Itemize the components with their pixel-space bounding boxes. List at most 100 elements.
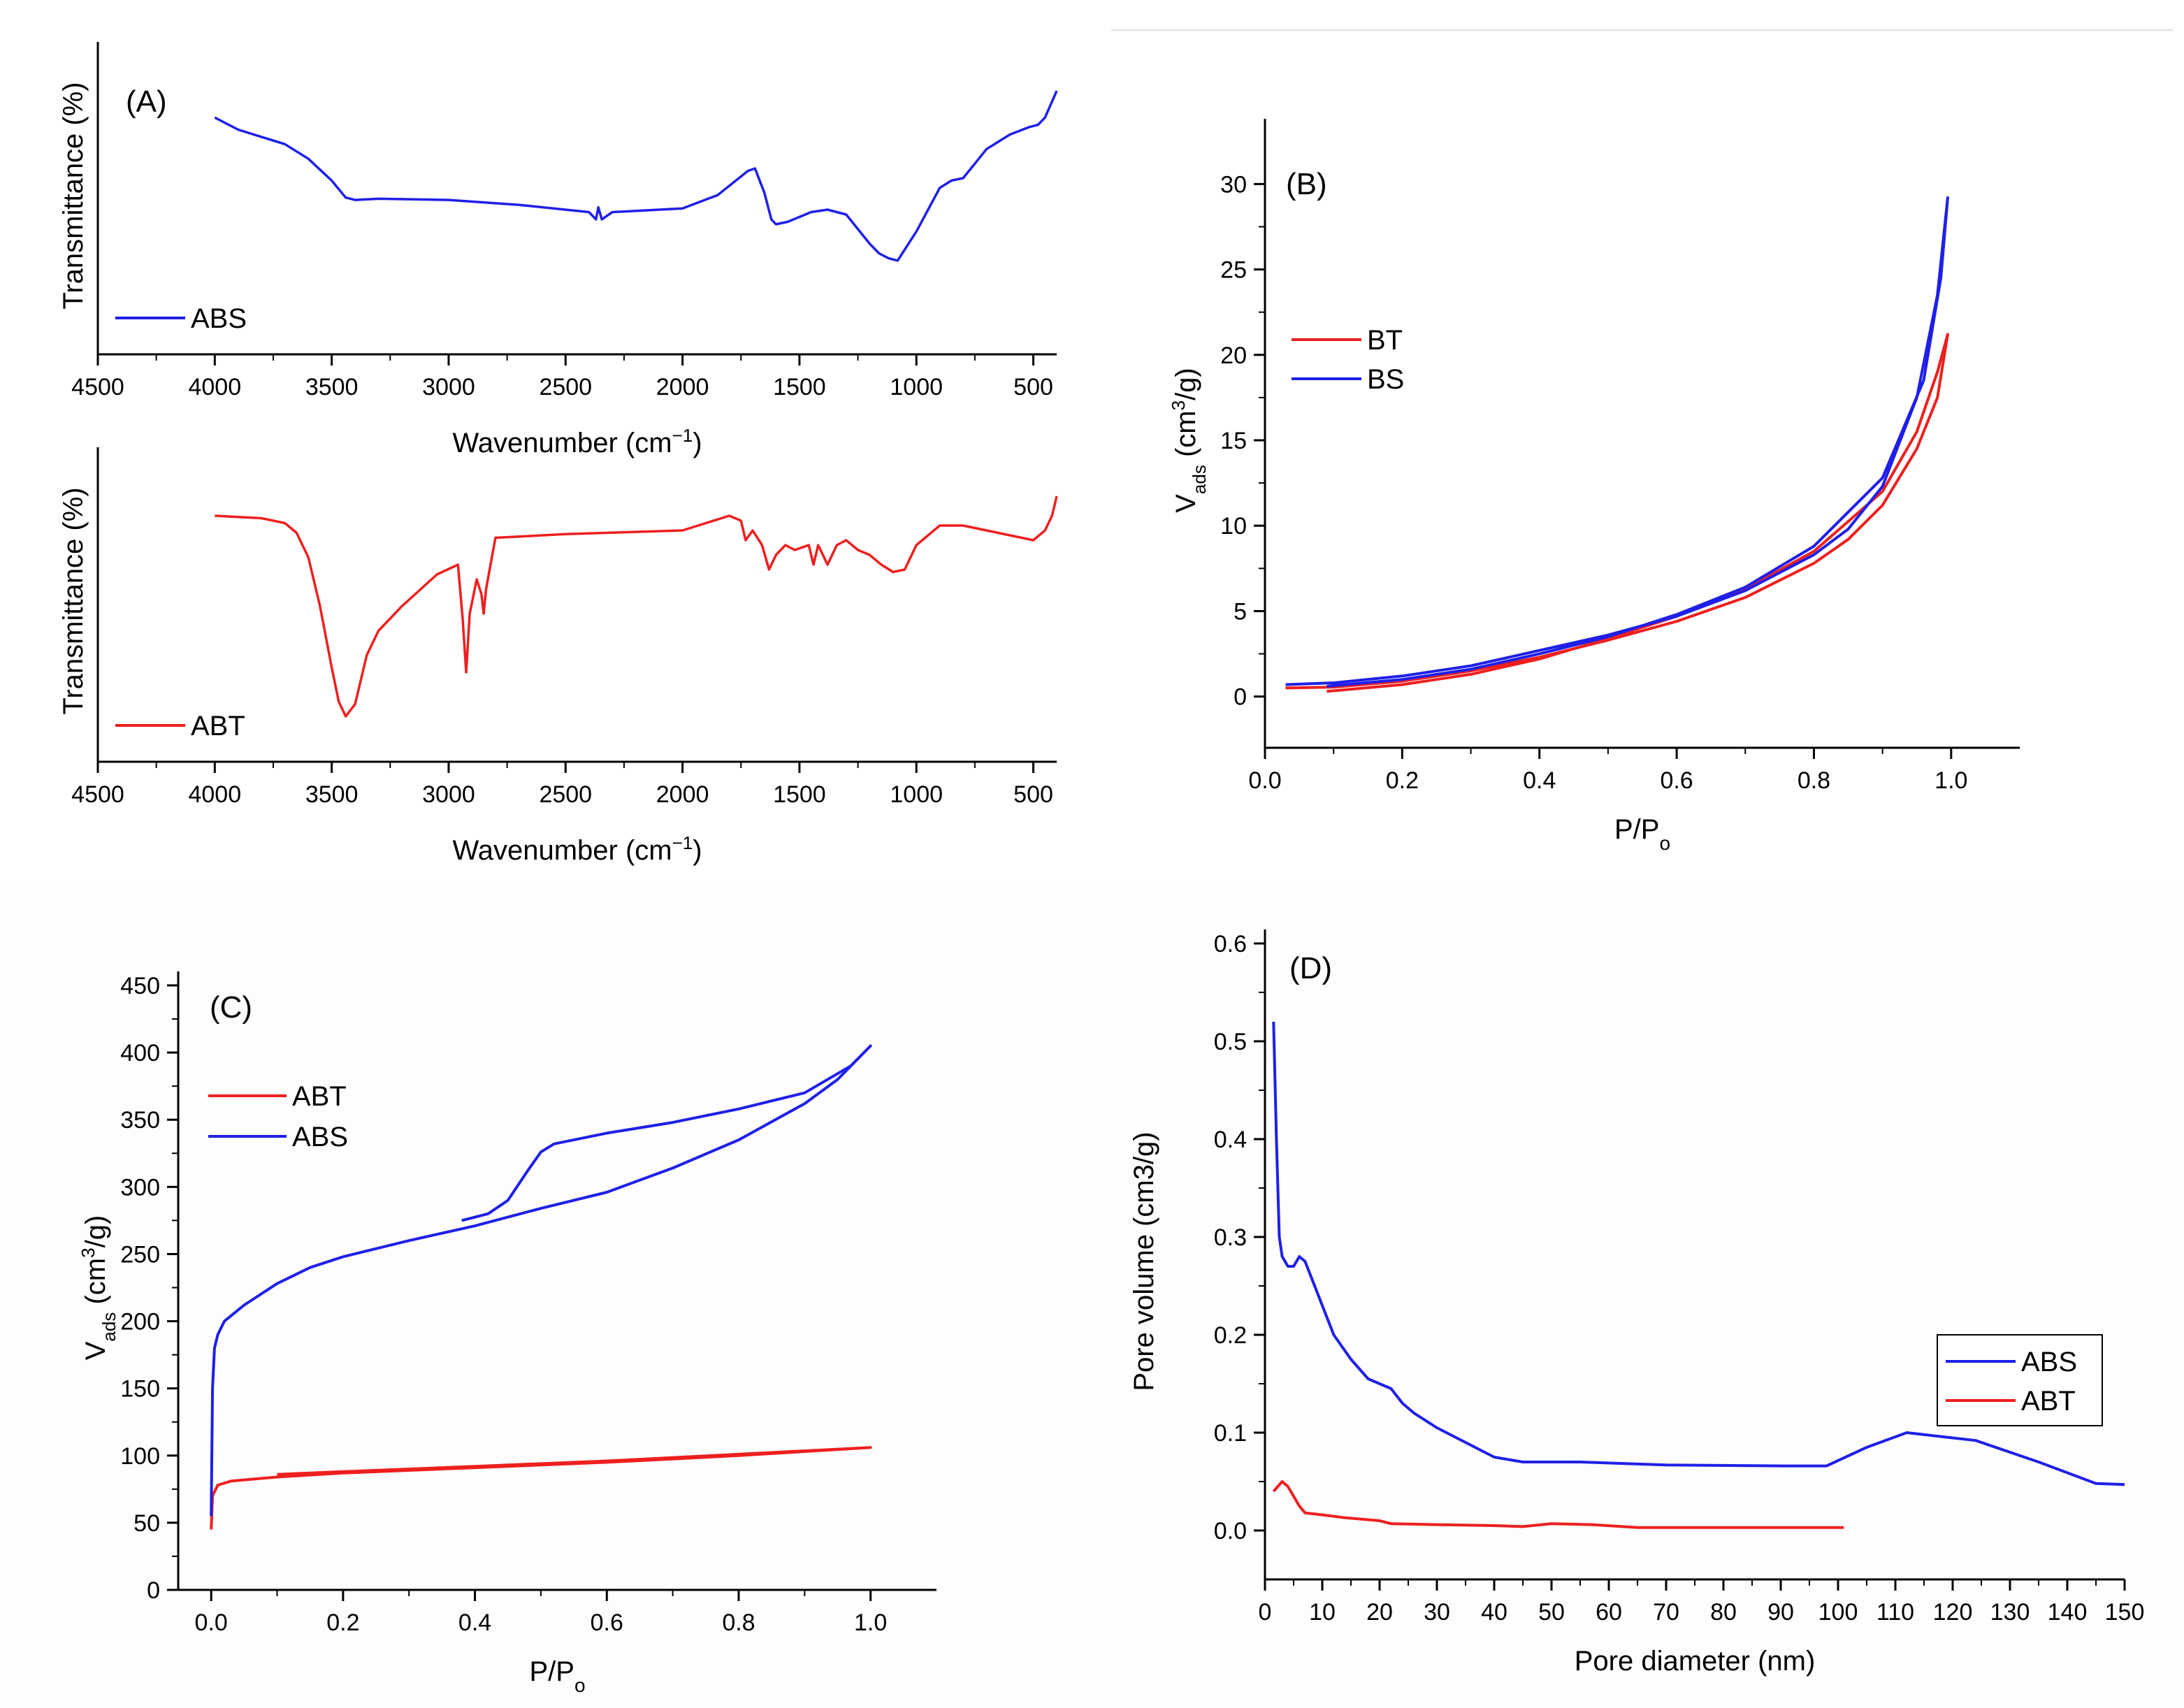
y-axis-title: Transmittance (%) (58, 487, 89, 714)
x-tick-label: 80 (1710, 1599, 1737, 1626)
x-tick-label: 140 (2048, 1599, 2088, 1626)
y-axis-title-rest: (cm (80, 1258, 111, 1312)
y-axis-title-sub: ads (1189, 465, 1210, 494)
x-tick-label: 2500 (539, 374, 592, 400)
y-tick-label: 5 (1234, 598, 1247, 625)
panel-label: (D) (1289, 951, 1332, 985)
x-tick-label: 3000 (422, 374, 475, 400)
y-axis-title-main: V (80, 1341, 111, 1360)
x-tick-label: 1.0 (1934, 767, 1967, 794)
panel-a-bottom: 4500 4000 3500 3000 2500 2000 1500 1000 500 Waven… (58, 447, 1058, 866)
x-tick-label: 1500 (773, 374, 826, 400)
x-tick-label: 0.0 (195, 1609, 228, 1636)
series-line-abs (1272, 1021, 2125, 1486)
x-tick-label: 1000 (890, 781, 943, 808)
legend: ABS ABT (1937, 1334, 2103, 1426)
x-tick-label: 0.0 (1248, 767, 1281, 794)
legend-box (1937, 1334, 2103, 1426)
y-tick-label: 150 (120, 1376, 160, 1403)
y-axis-title: Vads (cm3/g) (1168, 368, 1210, 513)
x-tick-label: 2000 (656, 374, 709, 400)
y-tick-label: 450 (120, 973, 160, 999)
x-axis-title: Wavenumber (cm−1) (452, 425, 702, 458)
x-axis-title-main: Wavenumber (cm (452, 428, 672, 458)
series-line-bt (1285, 333, 1949, 693)
y-tick-label: 15 (1220, 428, 1247, 454)
x-tick-label: 3500 (305, 374, 359, 400)
x-tick-label: 1.0 (854, 1609, 887, 1636)
x-tick-label: 500 (1013, 781, 1053, 808)
x-tick-label: 0.2 (1386, 767, 1419, 794)
y-tick-label: 25 (1220, 257, 1247, 284)
x-axis-title-main: Pore diameter (nm) (1575, 1646, 1816, 1677)
x-tick-label: 20 (1366, 1599, 1393, 1626)
legend: ABT ABS (208, 1081, 348, 1152)
x-tick-label: 2500 (539, 781, 592, 808)
x-tick-label: 0.6 (591, 1609, 623, 1636)
x-axis-title-main: P/P (529, 1656, 574, 1687)
legend-label: BS (1367, 364, 1404, 395)
x-tick-label: 3000 (422, 781, 475, 808)
x-tick-label: 50 (1538, 1599, 1565, 1626)
charts-layer: 4500 4000 3500 3000 2500 2000 1500 1000 500Waven… (58, 42, 2144, 1696)
y-tick-label: 200 (120, 1309, 160, 1336)
panel-label: (B) (1286, 167, 1327, 201)
x-tick-label: 1000 (890, 374, 943, 400)
y-tick-label: 20 (1220, 342, 1247, 369)
y-tick-label: 0.6 (1214, 931, 1247, 957)
y-tick-label: 0.0 (1214, 1518, 1247, 1544)
y-tick-label: 0 (1234, 684, 1247, 711)
x-axis-title: P/Po (1614, 814, 1670, 854)
x-axis-title-main: P/P (1614, 814, 1659, 845)
y-axis-title-sup: 3 (78, 1247, 99, 1257)
x-tick-label: 0.2 (326, 1609, 359, 1636)
panel-d: 0 10 20 30 40 50 60 70 80 90 100 110 120 130 140 150 0.0… (1129, 929, 2144, 1677)
x-axis-title-sup: −1 (672, 832, 693, 853)
y-axis-title-rest: (cm (1171, 410, 1201, 465)
y-axis-title: Transmittance (%) (58, 82, 89, 309)
y-axis-title: Pore volume (cm3/g) (1129, 1131, 1159, 1391)
x-axis-title: Wavenumber (cm−1) (452, 832, 702, 866)
x-tick-label: 10 (1309, 1599, 1336, 1626)
series-line-abt (215, 495, 1058, 718)
legend-label: ABS (191, 303, 247, 334)
y-tick-label: 10 (1220, 513, 1247, 540)
x-tick-label: 0.8 (722, 1609, 755, 1636)
x-tick-label: 4500 (71, 374, 124, 400)
legend-label: ABS (2021, 1347, 2077, 1377)
y-tick-label: 30 (1220, 171, 1247, 198)
y-tick-label: 0.5 (1214, 1029, 1247, 1055)
x-axis-title: P/Po (529, 1656, 585, 1696)
x-tick-label: 60 (1596, 1599, 1622, 1626)
y-tick-label: 400 (120, 1040, 160, 1066)
x-tick-label: 40 (1481, 1599, 1507, 1626)
y-tick-label: 0.4 (1214, 1127, 1247, 1153)
x-tick-label: 3500 (305, 781, 359, 808)
panel-label: (C) (210, 990, 252, 1025)
x-tick-label: 120 (1933, 1599, 1973, 1626)
panel-c: 0.0 0.2 0.4 0.6 0.8 1.0 0 50 100 150 200 250 300 350 4… (78, 971, 936, 1696)
series-line-abs (210, 1044, 872, 1517)
y-tick-label: 50 (133, 1510, 160, 1537)
y-axis-title-sup: 3 (1168, 400, 1189, 410)
x-axis-title-end: ) (693, 835, 702, 866)
y-tick-label: 250 (120, 1241, 160, 1268)
x-axis-title-sub: o (1659, 832, 1670, 854)
y-axis-title-end: /g) (80, 1215, 111, 1248)
x-tick-label: 70 (1653, 1599, 1679, 1626)
y-tick-label: 0.3 (1214, 1224, 1247, 1251)
y-axis-title: Vads (cm3/g) (78, 1215, 120, 1361)
series-line-abt (1272, 1480, 1844, 1529)
x-tick-label: 0.4 (458, 1609, 491, 1636)
series-line-bs (1285, 196, 1949, 688)
panel-label: (A) (126, 85, 167, 119)
y-tick-label: 300 (120, 1174, 160, 1201)
legend: BT BS (1292, 325, 1404, 395)
x-tick-label: 0.4 (1523, 767, 1556, 794)
x-tick-label: 0.8 (1798, 767, 1830, 794)
x-axis-title: Pore diameter (nm) (1575, 1646, 1816, 1677)
y-tick-label: 350 (120, 1107, 160, 1134)
panel-b: 0.0 0.2 0.4 0.6 0.8 1.0 0 5 10 15 20 25 30 P/Po Vads (… (1168, 119, 2020, 854)
legend-label: ABT (191, 711, 245, 741)
